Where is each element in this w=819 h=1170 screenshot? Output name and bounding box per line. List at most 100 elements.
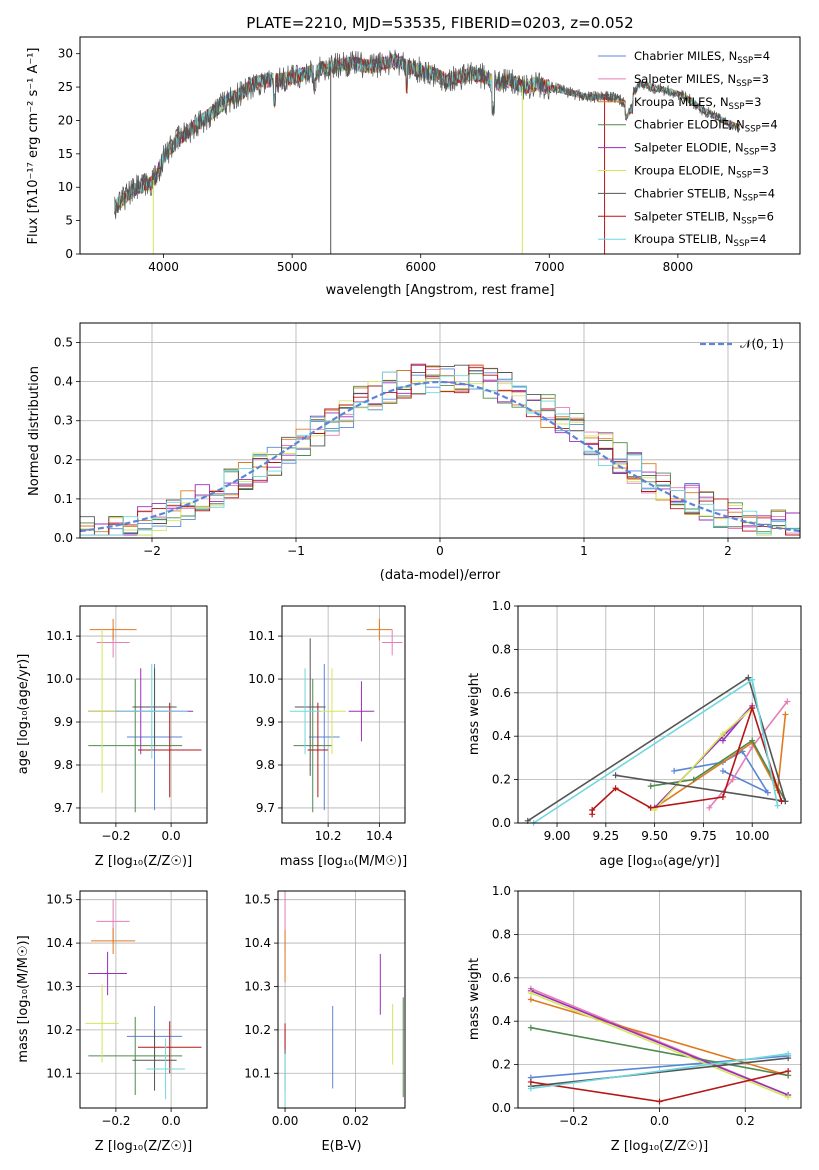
y-tick-label: 9.7: [256, 801, 275, 815]
salpeter_stelib-legend-label: Salpeter STELIB, NSSP=6: [634, 209, 774, 226]
residuals-xlabel: (data-model)/error: [380, 568, 501, 583]
chabrier_elodie-weight-marker: [749, 737, 756, 744]
chabrier_elodie-point: [88, 679, 183, 813]
kroupa_stelib-weight-line: [530, 1053, 789, 1090]
panel-grid: [80, 891, 207, 1108]
x-tick-label: 1: [580, 544, 588, 558]
y-axis-label: age [log₁₀(age/yr)]: [16, 654, 31, 775]
legend-subscript: SSP: [734, 239, 750, 249]
y-tick-label: 0.1: [54, 492, 73, 506]
y-tick-label: 0.6: [492, 686, 511, 700]
x-tick-label: 0: [436, 544, 444, 558]
salpeter_stelib-weight-marker: [527, 1078, 534, 1085]
salpeter_miles-weight-marker: [729, 776, 736, 783]
chabrier_stelib-weight-line: [527, 676, 787, 822]
y-tick-label: 0.4: [492, 1014, 511, 1028]
salpeter_miles-weight-line: [708, 701, 788, 809]
kroupa_stelib-histogram: [80, 371, 800, 536]
x-tick-label: −0.2: [101, 1114, 130, 1128]
legend-text: =3: [752, 164, 769, 178]
legend-text: =4: [753, 49, 770, 63]
kroupa_miles-weight-line: [654, 714, 787, 809]
x-tick-label: 9.50: [641, 829, 668, 843]
legend-subscript: SSP: [737, 56, 753, 66]
y-tick-label: 10.2: [46, 1023, 73, 1037]
kroupa_stelib-point: [115, 664, 188, 759]
kroupa_miles-legend-label: Kroupa MILES, NSSP=3: [634, 95, 761, 112]
y-tick-label: 0.6: [492, 971, 511, 985]
kroupa_miles-weight-marker: [527, 996, 534, 1003]
chabrier_miles-weight-marker: [719, 767, 726, 774]
kroupa_miles-point: [366, 618, 393, 641]
panel-marks: [289, 618, 403, 813]
kroupa_elodie-point: [88, 629, 116, 793]
legend-text: Kroupa ELODIE, N: [634, 164, 736, 178]
x-tick-label: −0.2: [101, 829, 130, 843]
panel-marks: [284, 891, 404, 1111]
axes-frame: [517, 605, 802, 824]
y-tick-label: 10.1: [46, 1066, 73, 1080]
salpeter_stelib-point: [137, 702, 202, 798]
chabrier_elodie-legend-label: Chabrier ELODIE, NSSP=4: [634, 118, 778, 135]
y-tick-label: 9.9: [54, 715, 73, 729]
kroupa_elodie-weight-marker: [527, 989, 534, 996]
legend-text: Chabrier ELODIE, N: [634, 118, 745, 132]
panel-marks: [88, 618, 202, 813]
y-tick-label: 10.4: [46, 936, 73, 950]
salpeter_stelib-weight-marker: [785, 1068, 792, 1075]
x-tick-label: 5000: [277, 260, 308, 274]
x-tick-label: 0.0: [162, 829, 181, 843]
chabrier_stelib-weight-marker: [745, 674, 752, 681]
chabrier_miles-point: [308, 664, 340, 811]
spectrum-axes-frame: [79, 36, 801, 255]
y-axis-label: mass weight: [467, 673, 482, 755]
y-tick-label: 25: [58, 80, 73, 94]
legend-text: Salpeter STELIB, N: [634, 209, 741, 223]
y-tick-label: 9.7: [54, 801, 73, 815]
legend-text: =4: [758, 186, 775, 200]
chabrier_stelib-weight-marker: [612, 772, 619, 779]
salpeter_miles-point: [381, 629, 403, 656]
kroupa_stelib-point: [146, 1038, 185, 1100]
x-tick-label: 10.2: [315, 829, 342, 843]
panel-marks: [527, 985, 792, 1105]
x-tick-label: 6000: [405, 260, 436, 274]
kroupa_stelib-weight-marker: [774, 802, 781, 809]
salpeter_stelib-weight-marker: [778, 798, 785, 805]
x-axis-label: age [log₁₀(age/yr)]: [599, 854, 720, 869]
x-tick-label: 10.4: [366, 829, 393, 843]
y-tick-label: 0.4: [54, 375, 73, 389]
residuals-panel: −2 −1 0 1 2 0.0 0.1 0.2 0.3 0.4 0.5 (data-model)/e…: [27, 322, 801, 583]
kroupa_stelib-weight-marker: [785, 1050, 792, 1057]
residuals-histograms: [79, 363, 801, 536]
salpeter_miles-weight-marker: [784, 698, 791, 705]
chabrier_elodie-weight-line: [650, 739, 787, 802]
kroupa_stelib-weight-marker: [527, 1085, 534, 1092]
axes-frame: [277, 890, 406, 1109]
y-tick-label: 0.0: [492, 816, 511, 830]
kroupa_elodie-point: [85, 984, 119, 1063]
y-tick-label: 10.0: [46, 672, 73, 686]
chabrier_elodie-point: [293, 679, 332, 813]
axes-frame: [517, 890, 802, 1109]
salpeter_elodie-weight-line: [530, 990, 789, 1096]
spectrum-ylabel: Flux [fλ10⁻¹⁷ erg cm⁻² s⁻¹ A⁻¹]: [26, 48, 41, 245]
x-tick-label: 0.00: [272, 1114, 299, 1128]
legend-subscript: SSP: [736, 171, 752, 181]
y-tick-label: 0.2: [492, 1058, 511, 1072]
gaussian-legend-label: 𝒩(0, 1): [740, 337, 784, 351]
age-vs-mass-panel: 10.2 10.4 9.7 9.8 9.9 10.0 10.1 mass [log₁₀(M/M…: [248, 605, 407, 869]
y-tick-label: 10.3: [46, 979, 73, 993]
salpeter_stelib-point: [307, 702, 329, 798]
mass-vs-ebv-panel: 0.00 0.02 10.1 10.2 10.3 10.4 10.5 E(B-V): [244, 890, 406, 1154]
y-tick-label: 0.0: [54, 531, 73, 545]
kroupa_miles-weight-marker: [782, 711, 789, 718]
x-axis-label: E(B-V): [321, 1139, 361, 1154]
legend-text: =4: [761, 118, 778, 132]
x-tick-label: 0.2: [736, 1114, 755, 1128]
y-tick-label: 15: [58, 147, 73, 161]
chabrier_elodie-point: [88, 1016, 183, 1095]
kroupa_elodie-point: [317, 668, 347, 755]
kroupa_stelib-point: [289, 668, 321, 755]
